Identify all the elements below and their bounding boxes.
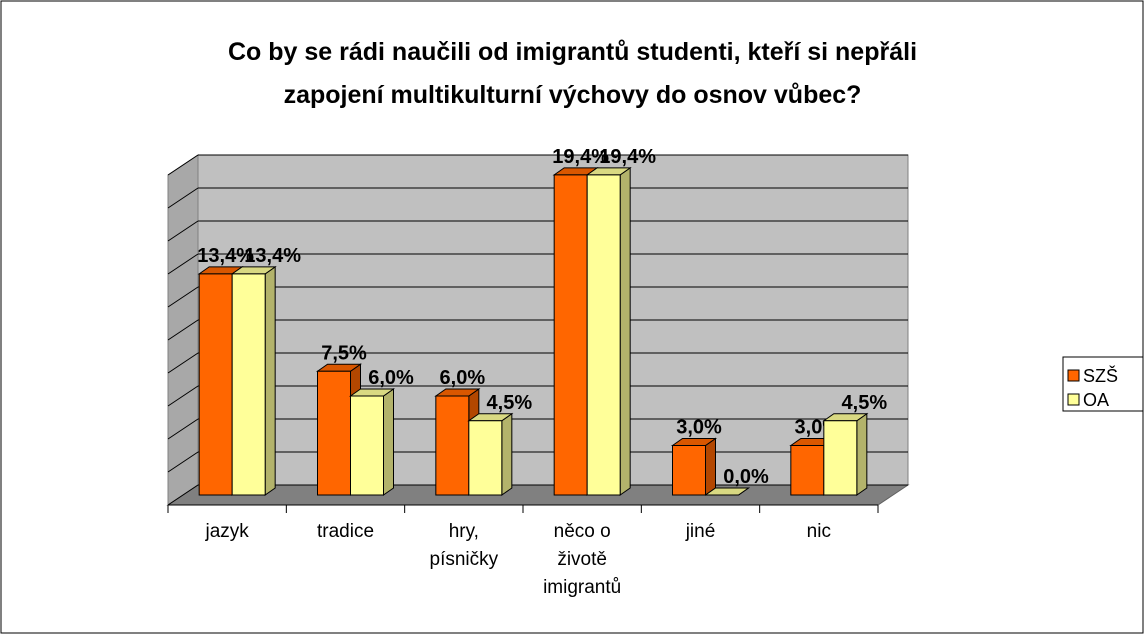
grid-line [167,253,199,275]
bar-side [619,166,631,496]
value-label: 19,4% [552,146,609,168]
value-label: 4,5% [842,392,888,414]
value-label: 6,0% [368,367,414,389]
bar-front [672,445,706,496]
grid-line [167,154,199,176]
x-tick-label: jiné [685,521,716,542]
x-tick-label: hry, písničky [429,521,499,570]
legend-box [1062,356,1144,412]
bar-front [553,174,588,496]
bar [230,265,277,496]
value-label: 19,4% [599,146,656,168]
bar-front [790,445,825,496]
value-label: 4,5% [487,392,533,414]
grid-line [167,187,199,209]
grid-line [167,319,199,341]
bar [670,437,718,496]
x-tick-label: jazyk [205,521,249,542]
grid-line [167,484,199,506]
x-tick-label: nic [806,521,831,542]
value-label: 13,4% [197,245,254,267]
grid-line [167,286,199,308]
legend-swatch [1067,393,1080,406]
x-tick-label: tradice [316,521,375,542]
bar-front [435,395,470,496]
bar-side [705,437,716,496]
legend-swatch [1067,369,1080,382]
bar-side [264,265,276,496]
bar-top [703,487,751,496]
bar-side [501,412,513,496]
bar [703,487,751,496]
legend-label: SZŠ [1083,365,1118,386]
bar-front [823,420,858,496]
value-label: 13,4% [244,245,301,267]
bar-side [856,412,868,496]
bar [822,412,869,496]
legend-label: OA [1083,390,1109,410]
value-label: 0,0% [723,466,769,488]
grid-line [167,352,199,374]
bar-front [231,273,266,496]
bar-side [383,388,394,496]
bar-front [586,174,621,496]
x-tick-label: něco o životě imigrantů [543,521,622,598]
bar [467,412,514,496]
value-label: 7,5% [321,342,367,364]
chart-title: Co by se rádi naučili od imigrantů stude… [227,38,918,66]
bar-front [350,395,384,496]
grid-line [167,418,199,440]
chart-title: zapojení multikulturní výchovy do osnov … [283,81,862,109]
grid-line [167,451,199,473]
bar [348,388,396,496]
grid-line [167,385,199,407]
grid-line [167,220,199,242]
value-label: 3,0% [676,417,722,439]
bar-front [468,420,503,496]
value-label: 6,0% [440,367,486,389]
bar [585,166,632,496]
bar-front [317,370,351,496]
bar-front [198,273,233,496]
